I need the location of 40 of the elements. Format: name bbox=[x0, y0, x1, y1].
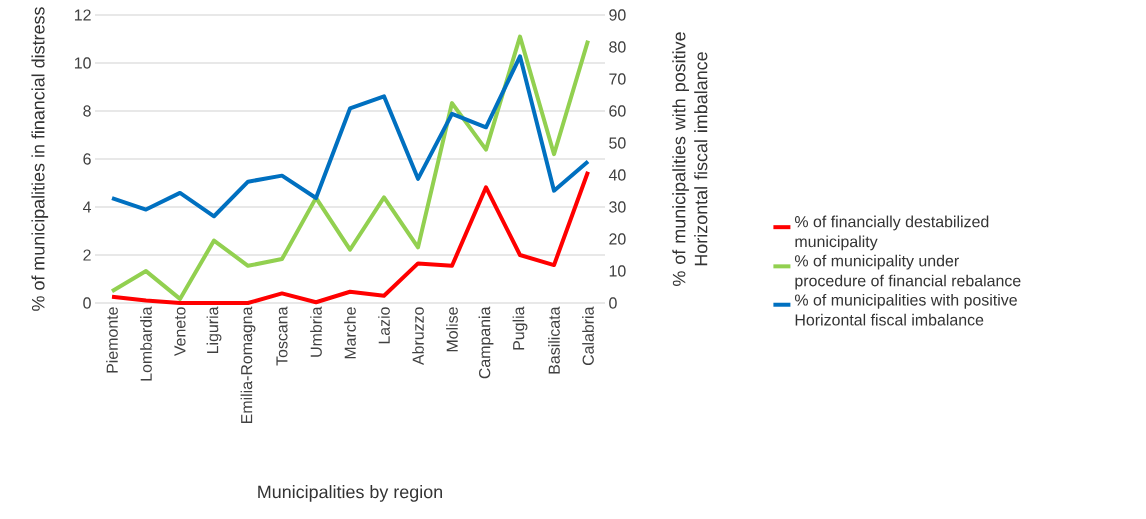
x-tick-label: Umbria bbox=[310, 306, 322, 357]
y-tick-label: 8 bbox=[83, 105, 91, 117]
y-tick-label: 4 bbox=[82, 201, 92, 213]
x-tick-label: Basilicata bbox=[548, 306, 560, 374]
legend-label: % of financially destabilized municipality bbox=[794, 215, 989, 251]
y2-tick-label: 30 bbox=[609, 201, 626, 213]
y2-tick-label: 40 bbox=[608, 169, 626, 181]
x-tick-label: Abruzzo bbox=[412, 307, 424, 365]
y2-tick-label: 10 bbox=[609, 265, 626, 277]
y-tick-label: 10 bbox=[74, 57, 91, 69]
x-tick-label: Campania bbox=[478, 306, 494, 379]
y2-tick-label: 70 bbox=[609, 73, 626, 85]
x-tick-label: Molise bbox=[446, 307, 458, 352]
y2-tick-label: 50 bbox=[609, 137, 626, 149]
x-tick-label: Calabria bbox=[582, 306, 594, 366]
x-tick-label: Lombardia bbox=[140, 306, 152, 381]
x-tick-label: Toscana bbox=[276, 306, 288, 366]
legend-label: % of municipalities with positive Horizontal fiscal imbalance bbox=[794, 293, 1017, 326]
y2-axis-title: % of municipalities with positive Horizontal fiscal imbalance bbox=[672, 32, 708, 286]
y2-tick-label: 90 bbox=[609, 9, 626, 21]
y-tick-label: 6 bbox=[83, 153, 91, 165]
x-tick-label: Emilia-Romagna bbox=[240, 306, 256, 424]
x-tick-label: Veneto bbox=[174, 307, 186, 357]
x-tick-label: Puglia bbox=[512, 306, 528, 350]
y-tick-label: 2 bbox=[83, 249, 91, 261]
y-axis-title: % of municipalities in financial distress bbox=[31, 7, 49, 311]
y2-tick-label: 80 bbox=[609, 41, 626, 53]
legend-label: % of municipality under procedure of financial rebalance bbox=[794, 254, 1021, 290]
y-tick-label: 0 bbox=[83, 297, 91, 309]
x-tick-label: Lazio bbox=[378, 307, 390, 344]
y2-tick-label: 60 bbox=[609, 105, 626, 117]
x-tick-label: Marche bbox=[344, 307, 356, 359]
y2-tick-label: 20 bbox=[609, 233, 626, 245]
line-series bbox=[110, 54, 591, 219]
line-series bbox=[110, 34, 591, 301]
y-tick-label: 12 bbox=[74, 9, 91, 21]
x-tick-label: Liguria bbox=[206, 306, 222, 354]
x-axis-title: Municipalities by region bbox=[258, 485, 442, 502]
x-tick-label: Piemonte bbox=[106, 307, 118, 373]
y2-tick-label: 0 bbox=[609, 297, 617, 309]
